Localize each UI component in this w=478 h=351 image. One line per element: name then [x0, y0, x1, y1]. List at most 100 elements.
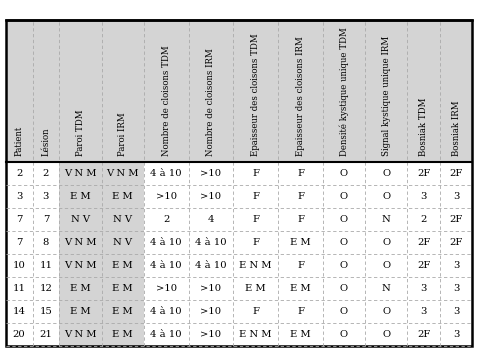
Text: 3: 3 — [453, 307, 459, 316]
Bar — [407, 323, 440, 346]
Bar — [323, 162, 365, 185]
Bar — [407, 277, 440, 300]
Bar — [278, 20, 323, 162]
Bar — [33, 20, 59, 162]
Bar — [440, 323, 472, 346]
Text: E M: E M — [70, 307, 91, 316]
Text: Epaisseur des cloisons IRM: Epaisseur des cloisons IRM — [296, 37, 305, 156]
Bar — [6, 300, 33, 323]
Text: >10: >10 — [155, 284, 177, 293]
Text: >10: >10 — [155, 192, 177, 201]
Bar — [101, 277, 144, 300]
Bar — [365, 208, 407, 231]
Bar — [233, 300, 278, 323]
Text: E M: E M — [70, 284, 91, 293]
Bar — [440, 162, 472, 185]
Text: F: F — [297, 192, 304, 201]
Text: 4 à 10: 4 à 10 — [195, 261, 227, 270]
Text: O: O — [382, 238, 391, 247]
Text: 20: 20 — [13, 330, 25, 339]
Bar — [33, 254, 59, 277]
Text: 2F: 2F — [449, 238, 463, 247]
Text: 4 à 10: 4 à 10 — [150, 330, 182, 339]
Text: 12: 12 — [40, 284, 52, 293]
Text: 21: 21 — [40, 330, 52, 339]
Text: 7: 7 — [16, 238, 22, 247]
Bar — [33, 231, 59, 254]
Text: 11: 11 — [39, 261, 53, 270]
Text: 4: 4 — [207, 215, 214, 224]
Text: F: F — [297, 307, 304, 316]
Bar — [6, 231, 33, 254]
Bar — [323, 208, 365, 231]
Bar — [323, 231, 365, 254]
Bar — [278, 208, 323, 231]
Text: E M: E M — [112, 330, 133, 339]
Text: N: N — [382, 215, 391, 224]
Bar — [233, 277, 278, 300]
Text: 14: 14 — [12, 307, 26, 316]
Text: O: O — [340, 238, 348, 247]
Text: O: O — [382, 307, 391, 316]
Text: N: N — [382, 284, 391, 293]
Text: 3: 3 — [453, 192, 459, 201]
Text: >10: >10 — [200, 192, 221, 201]
Text: >10: >10 — [200, 284, 221, 293]
Bar — [188, 300, 233, 323]
Bar — [33, 300, 59, 323]
Bar — [365, 185, 407, 208]
Text: 2F: 2F — [417, 169, 430, 178]
Text: N V: N V — [113, 215, 132, 224]
Text: O: O — [382, 330, 391, 339]
Text: F: F — [252, 307, 259, 316]
Bar — [59, 185, 101, 208]
Bar — [59, 20, 101, 162]
Text: 4 à 10: 4 à 10 — [150, 261, 182, 270]
Bar — [365, 300, 407, 323]
Text: O: O — [382, 261, 391, 270]
Bar — [33, 208, 59, 231]
Bar — [233, 20, 278, 162]
Text: E N M: E N M — [239, 330, 272, 339]
Bar — [440, 300, 472, 323]
Text: O: O — [340, 192, 348, 201]
Bar — [144, 277, 188, 300]
Text: 15: 15 — [40, 307, 52, 316]
Text: V N M: V N M — [64, 169, 97, 178]
Bar — [188, 231, 233, 254]
Bar — [144, 162, 188, 185]
Bar — [33, 323, 59, 346]
Bar — [188, 20, 233, 162]
Bar — [407, 162, 440, 185]
Text: N V: N V — [113, 238, 132, 247]
Text: >10: >10 — [200, 307, 221, 316]
Bar — [323, 323, 365, 346]
Text: F: F — [252, 215, 259, 224]
Bar — [233, 162, 278, 185]
Text: 3: 3 — [453, 330, 459, 339]
Text: N V: N V — [71, 215, 90, 224]
Text: 7: 7 — [16, 215, 22, 224]
Text: Bosniak TDM: Bosniak TDM — [419, 98, 428, 156]
Bar — [101, 323, 144, 346]
Bar — [278, 185, 323, 208]
Bar — [144, 323, 188, 346]
Bar — [6, 208, 33, 231]
Text: Densité kystique unique TDM: Densité kystique unique TDM — [339, 27, 349, 156]
Text: V N M: V N M — [64, 238, 97, 247]
Text: >10: >10 — [200, 169, 221, 178]
Text: E M: E M — [290, 238, 311, 247]
Text: 11: 11 — [12, 284, 26, 293]
Text: 2: 2 — [163, 215, 169, 224]
Text: 2F: 2F — [417, 330, 430, 339]
Text: F: F — [297, 215, 304, 224]
Bar — [59, 208, 101, 231]
Bar — [278, 254, 323, 277]
Text: V N M: V N M — [64, 261, 97, 270]
Text: Signal kystique unique IRM: Signal kystique unique IRM — [382, 36, 391, 156]
Text: O: O — [382, 169, 391, 178]
Text: F: F — [252, 169, 259, 178]
Bar — [233, 323, 278, 346]
Bar — [278, 323, 323, 346]
Text: E M: E M — [112, 192, 133, 201]
